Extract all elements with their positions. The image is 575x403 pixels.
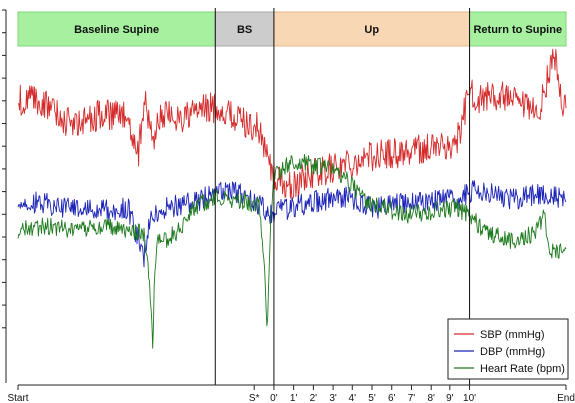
x-tick-label: 1': [290, 393, 298, 403]
y-axis: [2, 9, 7, 383]
x-tick-label: 9': [446, 393, 454, 403]
legend-label: DBP (mmHg): [480, 346, 545, 358]
x-tick-label: 8': [427, 393, 435, 403]
x-tick-label: Start: [7, 393, 28, 403]
phase-label: Up: [364, 24, 379, 36]
x-axis: Start S* 0' 1' 2' 3' 4' 5' 6' 7' 8' 9' 10' End: [7, 384, 575, 403]
x-tick-label: 5': [368, 393, 376, 403]
phase-bands: Baseline Supine BS Up Return to Supine: [17, 11, 567, 47]
legend: SBP (mmHg) DBP (mmHg) Heart Rate (bpm): [447, 318, 569, 380]
phase-band: [17, 11, 216, 47]
x-tick-label: 4': [349, 393, 357, 403]
x-tick-label: End: [557, 393, 575, 403]
legend-label: SBP (mmHg): [480, 329, 545, 341]
x-tick-label: 3': [329, 393, 337, 403]
x-tick-label: 6': [388, 393, 396, 403]
phase-label: BS: [237, 24, 252, 36]
x-tick-label: S*: [249, 393, 260, 403]
data-series: [17, 48, 567, 349]
phase-band: [214, 11, 275, 47]
x-tick-label: 7': [408, 393, 416, 403]
x-tick-label: 2': [310, 393, 318, 403]
series-line: [17, 180, 567, 268]
phase-label: Return to Supine: [473, 24, 562, 36]
phase-band: [273, 11, 471, 47]
series-line: [17, 48, 567, 202]
phase-label: Baseline Supine: [74, 24, 159, 36]
phase-band: [469, 11, 567, 47]
legend-label: Heart Rate (bpm): [480, 363, 565, 375]
x-tick-label: 10': [463, 393, 476, 403]
legend-box: [447, 318, 569, 380]
x-tick-label: 0': [270, 393, 278, 403]
series-line: [17, 154, 567, 349]
